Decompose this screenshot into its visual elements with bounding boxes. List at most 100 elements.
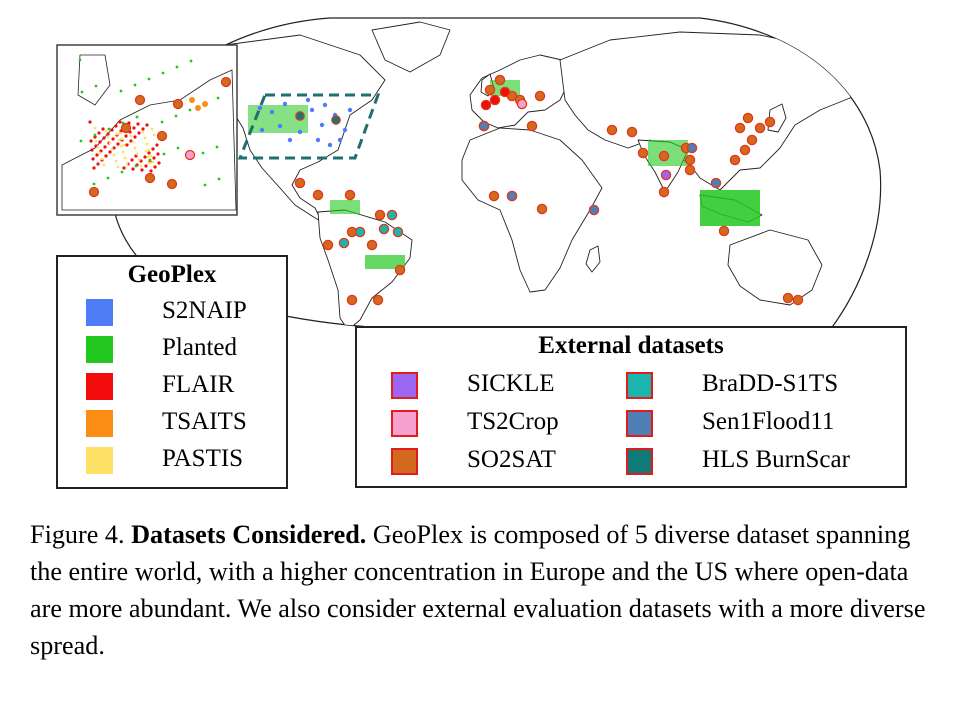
pastis-sample xyxy=(102,163,106,167)
planted-sample xyxy=(216,96,220,100)
so2sat-marker xyxy=(134,94,146,106)
flair-marker xyxy=(499,86,511,98)
planted-sample xyxy=(135,115,139,119)
so2sat-marker xyxy=(494,74,506,86)
so2sat-marker xyxy=(394,264,406,276)
bradd-marker xyxy=(338,237,350,249)
so2sat-marker xyxy=(156,130,168,142)
planted-sample xyxy=(94,84,98,88)
planted-sample xyxy=(78,58,82,62)
planted-sample xyxy=(162,152,166,156)
pastis-sample xyxy=(144,149,148,153)
so2sat-marker xyxy=(120,122,132,134)
so2sat-marker xyxy=(366,239,378,251)
greenland-landmass xyxy=(371,21,451,73)
so2sat-marker xyxy=(294,177,306,189)
pastis-sample xyxy=(104,129,108,133)
legend-swatch xyxy=(626,448,653,475)
geoplex-legend-item: S2NAIP xyxy=(86,297,276,327)
geoplex-legend: GeoPlex S2NAIP Planted FLAIR TSAITS PASTIS xyxy=(56,255,288,489)
flair-sample xyxy=(149,169,153,173)
s2naip-sample xyxy=(305,97,311,103)
pastis-sample xyxy=(146,155,150,159)
legend-label: TS2Crop xyxy=(467,408,559,435)
planted-sample xyxy=(215,145,219,149)
flair-sample xyxy=(156,152,160,156)
legend-label: SO2SAT xyxy=(467,446,556,473)
s2naip-sample xyxy=(282,101,288,107)
flair-sample xyxy=(124,134,128,138)
legend-swatch xyxy=(626,372,653,399)
s2naip-sample xyxy=(277,123,283,129)
pastis-sample xyxy=(114,159,118,163)
pastis-sample xyxy=(119,144,123,148)
legend-label: BraDD-S1TS xyxy=(702,370,839,397)
pastis-sample xyxy=(137,158,141,162)
so2sat-marker xyxy=(746,134,758,146)
pastis-sample xyxy=(148,161,152,165)
flair-sample xyxy=(130,158,134,162)
planted-sample xyxy=(189,59,193,63)
bradd-marker xyxy=(354,226,366,238)
so2sat-marker xyxy=(764,116,776,128)
flair-sample xyxy=(104,154,108,158)
so2sat-marker xyxy=(626,126,638,138)
legend-label: HLS BurnScar xyxy=(702,446,850,473)
external-legend: External datasets SICKLE TS2Crop SO2SAT Bra… xyxy=(355,326,907,488)
so2sat-marker xyxy=(658,186,670,198)
flair-sample xyxy=(116,142,120,146)
flair-sample xyxy=(152,156,156,160)
s2naip-sample xyxy=(319,122,325,128)
geoplex-legend-item: Planted xyxy=(86,334,276,364)
planted-sample xyxy=(201,151,205,155)
legend-label: S2NAIP xyxy=(162,297,247,324)
pastis-sample xyxy=(121,150,125,154)
so2sat-marker xyxy=(734,122,746,134)
flair-sample xyxy=(101,127,105,131)
s2naip-sample xyxy=(309,107,315,113)
flair-sample xyxy=(137,131,141,135)
geoplex-legend-item: PASTIS xyxy=(86,445,276,475)
flair-sample xyxy=(136,122,140,126)
world-map xyxy=(56,17,882,331)
so2sat-marker xyxy=(742,112,754,124)
pastis-sample xyxy=(135,152,139,156)
flair-marker xyxy=(489,94,501,106)
bradd-marker xyxy=(378,223,390,235)
legend-label: Sen1Flood11 xyxy=(702,408,835,435)
pastis-sample xyxy=(122,143,126,147)
flair-sample xyxy=(133,135,137,139)
so2sat-marker xyxy=(374,209,386,221)
so2sat-marker xyxy=(718,225,730,237)
flair-sample xyxy=(140,168,144,172)
so2sat-marker xyxy=(484,84,496,96)
pastis-sample xyxy=(143,136,147,140)
flair-sample xyxy=(122,166,126,170)
planted-sample xyxy=(176,146,180,150)
pastis-sample xyxy=(147,148,151,152)
so2sat-marker xyxy=(526,120,538,132)
pastis-sample xyxy=(93,126,97,130)
s2naip-sample xyxy=(322,102,328,108)
s2naip-samples xyxy=(257,97,353,148)
caption-title: Datasets Considered. xyxy=(131,520,367,549)
flair-sample xyxy=(108,150,112,154)
pastis-sample xyxy=(112,153,116,157)
geoplex-legend-item: FLAIR xyxy=(86,371,276,401)
so2sat-marker xyxy=(658,150,670,162)
planted-coverage xyxy=(248,80,760,269)
external-legend-title: External datasets xyxy=(538,332,724,359)
legend-swatch xyxy=(391,448,418,475)
external-legend-item: SO2SAT xyxy=(391,446,611,476)
bradd-marker xyxy=(392,226,404,238)
pastis-sample xyxy=(116,165,120,169)
flair-sample xyxy=(97,131,101,135)
madagascar-landmass xyxy=(585,245,601,273)
so2sat-marker xyxy=(312,189,324,201)
flair-sample xyxy=(151,147,155,151)
flair-sample xyxy=(143,155,147,159)
sen1flood-marker xyxy=(686,142,698,154)
external-legend-item: Sen1Flood11 xyxy=(626,408,846,438)
planted-sample xyxy=(120,170,124,174)
figure-caption: Figure 4. Datasets Considered. GeoPlex i… xyxy=(30,516,945,664)
